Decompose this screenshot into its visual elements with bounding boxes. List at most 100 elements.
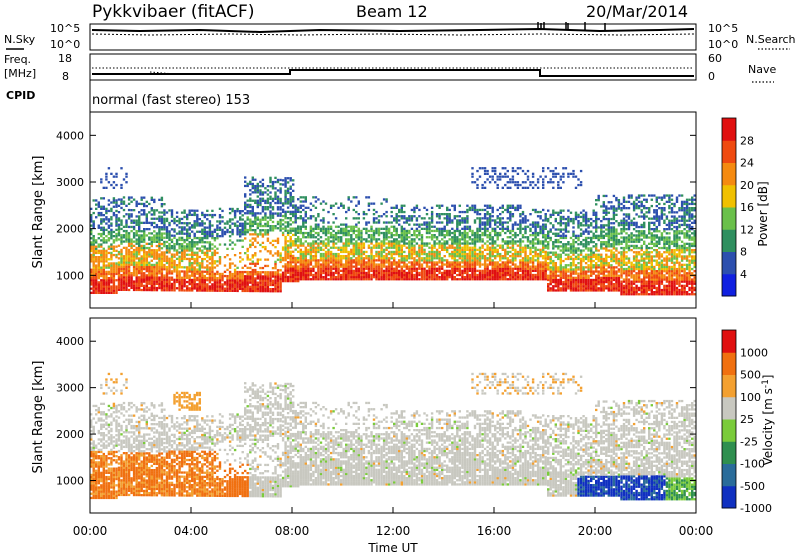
power-cell [367, 229, 371, 233]
power-cell [150, 263, 153, 267]
power-cell [279, 288, 282, 291]
power-cell [150, 284, 153, 288]
power-cell [488, 261, 492, 264]
power-cell [486, 252, 489, 256]
power-cell [188, 232, 191, 235]
power-cell [165, 280, 169, 283]
power-cell [155, 286, 159, 290]
power-cell [175, 264, 179, 267]
power-cell [461, 257, 464, 260]
power-cell [499, 276, 502, 279]
power-cell [524, 257, 527, 260]
power-cell [324, 259, 328, 262]
power-cell [140, 202, 143, 206]
power-cell [312, 273, 315, 277]
power-cell [324, 267, 328, 270]
power-cell [284, 244, 287, 247]
power-cell [269, 229, 272, 232]
power-cell [173, 236, 176, 239]
power-cell [534, 234, 537, 237]
power-cell [453, 236, 456, 239]
power-cell [117, 253, 121, 256]
power-cell [554, 167, 557, 170]
power-cell [90, 232, 93, 236]
power-cell [203, 257, 206, 261]
power-cell [279, 285, 282, 289]
power-cell [269, 212, 272, 215]
power-cell [501, 238, 504, 241]
power-cell [239, 239, 242, 242]
power-cell [274, 271, 277, 274]
power-cell [284, 252, 287, 255]
power-cell [299, 276, 302, 279]
power-cell [519, 206, 522, 209]
power-cell [519, 250, 522, 254]
power-cell [542, 244, 545, 247]
power-cell [208, 247, 212, 250]
power-cell [473, 257, 477, 260]
power-cell [536, 242, 540, 245]
power-cell [544, 265, 547, 268]
power-cell [327, 210, 330, 214]
power-cell [355, 263, 358, 266]
power-cell [304, 250, 307, 254]
power-cell [435, 213, 439, 216]
power-cell [153, 198, 156, 201]
power-cell [466, 221, 469, 224]
power-cell [486, 259, 489, 262]
power-cell [385, 221, 388, 224]
power-cell [483, 271, 487, 275]
power-cell [456, 265, 459, 268]
power-cell [218, 256, 222, 259]
power-cell [218, 279, 222, 282]
power-cell [264, 233, 267, 236]
power-cell [251, 287, 254, 291]
power-cell [451, 204, 454, 207]
power-cell [180, 285, 184, 288]
power-cell [526, 186, 530, 189]
power-cell [481, 244, 484, 247]
power-cell [430, 206, 434, 209]
power-cell [362, 250, 366, 254]
power-cell [542, 225, 545, 228]
power-cell [120, 234, 123, 237]
power-cell [102, 289, 105, 292]
power-cell [552, 232, 555, 235]
power-cell [274, 288, 277, 291]
power-cell [314, 271, 318, 275]
power-cell [557, 268, 560, 271]
power-cell [188, 247, 191, 250]
power-cell [387, 250, 391, 254]
power-cell [148, 265, 151, 269]
power-cell [297, 261, 300, 264]
power-cell [211, 279, 214, 282]
power-cell [529, 227, 532, 230]
power-cell [481, 227, 484, 230]
power-cell [461, 261, 464, 264]
power-cell [165, 278, 169, 281]
power-cell [511, 227, 515, 230]
power-cell [486, 267, 489, 270]
power-cell [438, 250, 441, 254]
power-cell [539, 225, 542, 228]
power-cell [395, 278, 398, 281]
power-cell [125, 238, 128, 241]
power-cell [385, 225, 388, 228]
power-cell [471, 246, 474, 249]
power-cell [403, 210, 406, 214]
power-cell [456, 278, 459, 281]
power-cell [314, 219, 318, 222]
power-cell [471, 242, 474, 245]
power-cell [471, 263, 474, 266]
power-cell [175, 253, 179, 256]
power-cell [549, 255, 552, 258]
power-cell [476, 227, 479, 230]
power-cell [307, 273, 310, 277]
power-cell [375, 229, 378, 233]
power-cell [271, 275, 275, 278]
power-cell [115, 270, 118, 273]
power-cell [345, 261, 348, 264]
power-cell [337, 269, 340, 272]
power-cell [284, 269, 287, 272]
power-cell [453, 265, 456, 268]
